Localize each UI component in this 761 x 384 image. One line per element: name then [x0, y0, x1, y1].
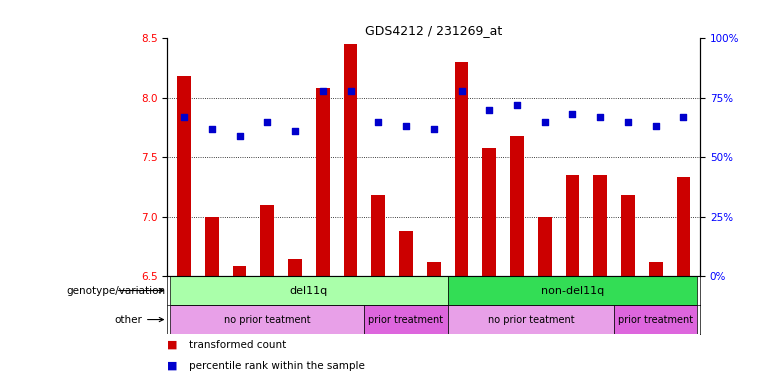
Point — [483, 107, 495, 113]
Bar — [288, 259, 302, 276]
Point — [511, 102, 523, 108]
Text: prior treatment: prior treatment — [618, 314, 693, 324]
Bar — [316, 88, 330, 276]
Bar — [565, 175, 579, 276]
Text: percentile rank within the sample: percentile rank within the sample — [189, 361, 365, 371]
Point — [289, 128, 301, 134]
Point — [622, 119, 634, 125]
Bar — [427, 262, 441, 276]
Title: GDS4212 / 231269_at: GDS4212 / 231269_at — [365, 24, 502, 37]
Bar — [399, 231, 413, 276]
Point — [178, 114, 190, 120]
Bar — [447, 305, 614, 334]
Bar — [482, 148, 496, 276]
Point — [455, 88, 467, 94]
Point — [317, 88, 329, 94]
Bar — [621, 195, 635, 276]
Point — [650, 123, 662, 129]
Bar — [454, 62, 469, 276]
Bar — [170, 305, 365, 334]
Bar — [677, 177, 690, 276]
Point — [234, 133, 246, 139]
Bar — [447, 276, 697, 305]
Bar — [614, 305, 697, 334]
Bar — [365, 305, 447, 334]
Point — [345, 88, 357, 94]
Bar — [344, 44, 358, 276]
Bar — [233, 266, 247, 276]
Bar — [649, 262, 663, 276]
Point — [566, 111, 578, 118]
Text: prior treatment: prior treatment — [368, 314, 444, 324]
Bar — [205, 217, 218, 276]
Text: transformed count: transformed count — [189, 339, 286, 350]
Text: genotype/variation: genotype/variation — [66, 286, 165, 296]
Point — [594, 114, 607, 120]
Point — [205, 126, 218, 132]
Point — [400, 123, 412, 129]
Text: ■: ■ — [167, 361, 178, 371]
Bar — [594, 175, 607, 276]
Text: non-del11q: non-del11q — [541, 286, 604, 296]
Bar — [538, 217, 552, 276]
Point — [261, 119, 273, 125]
Bar — [371, 195, 385, 276]
Point — [539, 119, 551, 125]
Bar — [170, 276, 447, 305]
Text: no prior teatment: no prior teatment — [488, 314, 575, 324]
Point — [372, 119, 384, 125]
Text: no prior teatment: no prior teatment — [224, 314, 310, 324]
Bar — [510, 136, 524, 276]
Point — [677, 114, 689, 120]
Bar — [260, 205, 274, 276]
Bar — [177, 76, 191, 276]
Text: other: other — [114, 314, 164, 324]
Text: del11q: del11q — [290, 286, 328, 296]
Text: ■: ■ — [167, 339, 178, 350]
Point — [428, 126, 440, 132]
